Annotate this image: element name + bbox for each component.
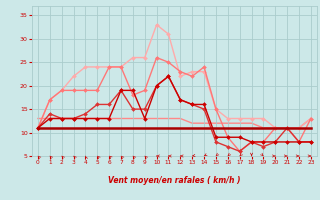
X-axis label: Vent moyen/en rafales ( km/h ): Vent moyen/en rafales ( km/h ) — [108, 176, 241, 185]
